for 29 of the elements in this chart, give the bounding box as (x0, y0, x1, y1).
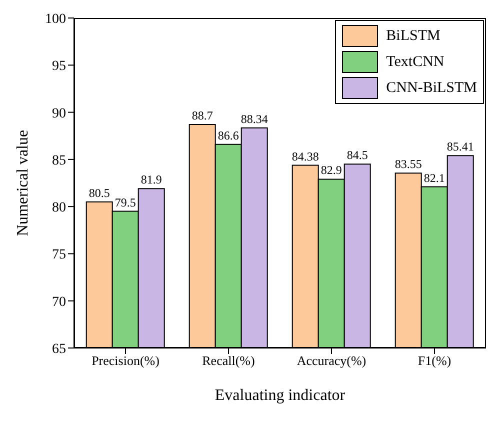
x-tick-label: F1(%) (418, 353, 452, 368)
data-label: 85.41 (446, 140, 474, 154)
legend-label: CNN-BiLSTM (386, 79, 477, 98)
y-tick-label: 70 (52, 294, 66, 310)
legend-label: TextCNN (386, 53, 444, 72)
data-label: 88.7 (192, 108, 213, 123)
legend-label: BiLSTM (386, 27, 440, 46)
data-label: 81.9 (140, 172, 162, 187)
data-label: 86.6 (218, 128, 239, 142)
data-label: 84.5 (346, 148, 368, 162)
y-tick-label: 85 (52, 153, 66, 168)
y-tick-label: 90 (52, 106, 66, 122)
data-label: 80.5 (88, 186, 110, 200)
y-tick-label: 75 (52, 248, 66, 263)
data-label: 83.55 (394, 157, 422, 172)
y-tick-label: 100 (45, 12, 66, 27)
y-tick-label: 95 (52, 59, 66, 74)
data-label: 88.34 (240, 112, 268, 126)
x-tick-label: Recall(%) (202, 353, 255, 368)
data-label: 79.5 (114, 195, 136, 210)
y-tick-label: 65 (52, 342, 66, 357)
y-axis-title: Numerical value (14, 130, 32, 236)
x-tick-label: Precision(%) (92, 353, 160, 368)
data-label: 84.38 (292, 149, 319, 164)
data-label: 82.9 (320, 163, 342, 178)
x-tick-label: Accuracy(%) (296, 353, 366, 368)
data-label: 82.1 (424, 170, 445, 185)
x-axis-title: Evaluating indicator (214, 387, 346, 404)
y-tick-label: 80 (52, 200, 66, 216)
